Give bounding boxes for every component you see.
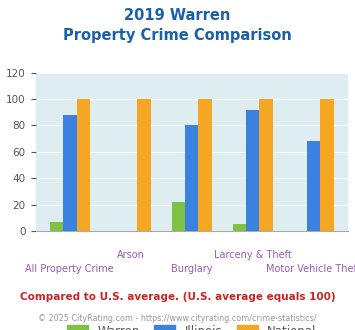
- Text: Arson: Arson: [117, 250, 145, 260]
- Bar: [50, 222, 63, 231]
- Bar: [246, 110, 260, 231]
- Bar: [171, 202, 185, 231]
- Text: Compared to U.S. average. (U.S. average equals 100): Compared to U.S. average. (U.S. average …: [20, 292, 335, 302]
- Bar: [260, 99, 273, 231]
- Bar: [198, 99, 212, 231]
- Text: © 2025 CityRating.com - https://www.cityrating.com/crime-statistics/: © 2025 CityRating.com - https://www.city…: [38, 314, 317, 323]
- Text: Larceny & Theft: Larceny & Theft: [214, 250, 291, 260]
- Text: Burglary: Burglary: [171, 264, 212, 274]
- Bar: [137, 99, 151, 231]
- Text: Motor Vehicle Theft: Motor Vehicle Theft: [266, 264, 355, 274]
- Text: Property Crime Comparison: Property Crime Comparison: [63, 28, 292, 43]
- Bar: [307, 141, 320, 231]
- Text: 2019 Warren: 2019 Warren: [124, 8, 231, 23]
- Legend: Warren, Illinois, National: Warren, Illinois, National: [61, 319, 322, 330]
- Bar: [320, 99, 334, 231]
- Text: All Property Crime: All Property Crime: [26, 264, 114, 274]
- Bar: [185, 125, 198, 231]
- Bar: [233, 224, 246, 231]
- Bar: [63, 115, 77, 231]
- Bar: [77, 99, 90, 231]
